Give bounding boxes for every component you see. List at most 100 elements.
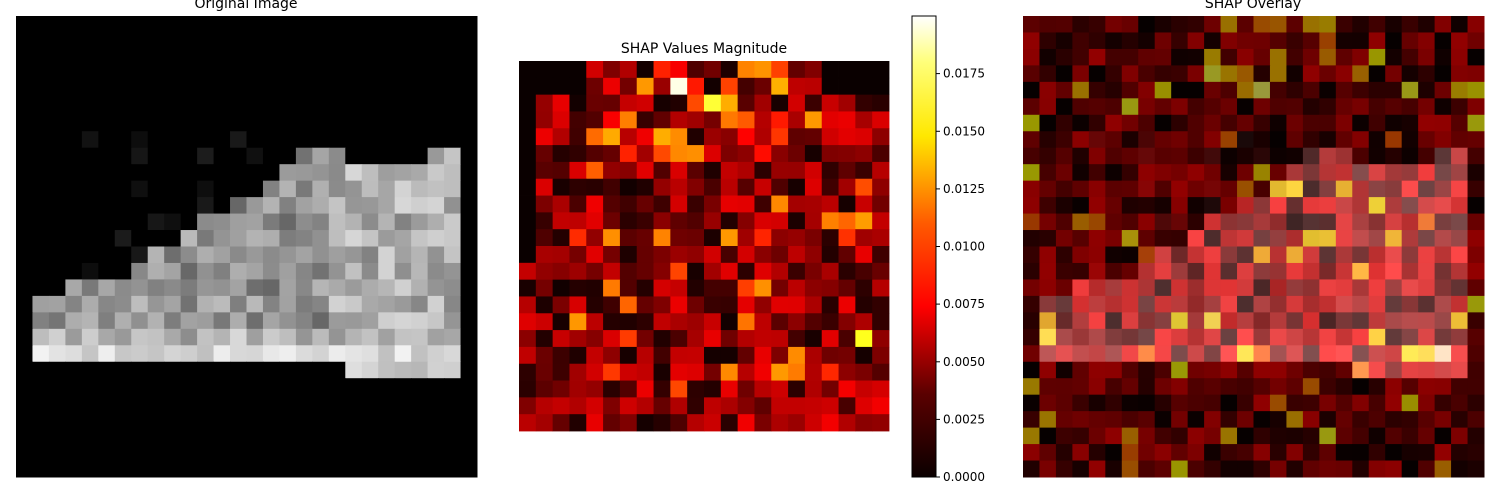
- pixel: [378, 98, 396, 116]
- pixel: [444, 197, 462, 215]
- overlay-pixel: [1467, 427, 1485, 445]
- pixel: [230, 246, 247, 264]
- pixel: [147, 131, 165, 149]
- overlay-pixel: [1319, 65, 1337, 83]
- pixel: [246, 295, 264, 313]
- overlay-pixel: [1237, 16, 1254, 33]
- heatmap-cell: [720, 296, 739, 314]
- overlay-pixel: [1220, 65, 1238, 83]
- overlay-pixel: [1204, 444, 1222, 462]
- overlay-pixel: [1138, 328, 1156, 346]
- overlay-pixel: [1088, 213, 1106, 231]
- pixel: [197, 81, 215, 99]
- pixel: [114, 246, 132, 264]
- overlay-pixel: [1302, 197, 1320, 215]
- pixel: [246, 48, 264, 66]
- pixel: [48, 81, 66, 99]
- pixel: [213, 98, 231, 116]
- heatmap-cell: [855, 313, 873, 331]
- overlay-pixel: [1171, 81, 1189, 99]
- pixel: [444, 81, 462, 99]
- overlay-pixel: [1302, 164, 1320, 182]
- overlay-pixel: [1434, 164, 1452, 182]
- pixel: [81, 394, 99, 412]
- overlay-pixel: [1352, 394, 1370, 412]
- overlay-pixel: [1237, 460, 1254, 478]
- pixel: [279, 81, 297, 99]
- overlay-pixel: [1138, 81, 1156, 99]
- pixel: [65, 213, 83, 231]
- heatmap-cell: [771, 195, 789, 213]
- overlay-pixel: [1023, 32, 1040, 50]
- overlay-pixel: [1434, 98, 1452, 116]
- pixel: [164, 427, 182, 445]
- heatmap-cell: [804, 313, 823, 331]
- pixel: [328, 279, 346, 297]
- heatmap-cell: [519, 246, 537, 264]
- pixel: [197, 295, 215, 313]
- pixel: [16, 81, 33, 99]
- overlay-pixel: [1401, 312, 1419, 330]
- overlay-pixel: [1121, 131, 1139, 149]
- pixel: [444, 180, 462, 198]
- heatmap-cell: [704, 279, 722, 297]
- heatmap-cell: [737, 94, 755, 112]
- colorbar-tick-label: 0.0000: [943, 470, 985, 484]
- pixel: [32, 197, 50, 215]
- overlay-pixel: [1055, 114, 1073, 132]
- overlay-pixel: [1039, 411, 1057, 429]
- pixel: [345, 361, 363, 379]
- pixel: [246, 361, 264, 379]
- overlay-pixel: [1187, 427, 1205, 445]
- pixel: [114, 378, 132, 396]
- overlay-pixel: [1171, 328, 1189, 346]
- overlay-pixel: [1302, 147, 1320, 165]
- pixel: [197, 98, 215, 116]
- pixel: [262, 180, 280, 198]
- pixel: [361, 411, 379, 429]
- heatmap-cell: [670, 161, 688, 180]
- overlay-pixel: [1237, 394, 1254, 412]
- heatmap-cell: [519, 212, 537, 230]
- heatmap-cell: [720, 111, 739, 129]
- overlay-pixel: [1385, 460, 1403, 478]
- heatmap-cell: [586, 363, 604, 381]
- heatmap-cell: [586, 380, 604, 398]
- heatmap-cell: [687, 195, 705, 213]
- overlay-pixel: [1335, 32, 1353, 50]
- overlay-pixel: [1023, 328, 1040, 346]
- overlay-pixel: [1039, 394, 1057, 412]
- overlay-pixel: [1055, 48, 1073, 66]
- overlay-pixel: [1204, 81, 1222, 99]
- overlay-pixel: [1121, 230, 1139, 247]
- pixel: [98, 81, 116, 99]
- heatmap-cell: [872, 414, 890, 432]
- overlay-pixel: [1451, 213, 1469, 231]
- pixel: [345, 262, 363, 280]
- overlay-pixel: [1385, 65, 1403, 83]
- overlay-pixel: [1418, 32, 1436, 50]
- pixel: [81, 114, 99, 132]
- pixel: [262, 98, 280, 116]
- overlay-pixel: [1055, 16, 1073, 33]
- overlay-pixel: [1121, 16, 1139, 33]
- pixel: [361, 279, 379, 297]
- heatmap-cell: [687, 262, 705, 281]
- heatmap-cell: [855, 178, 873, 196]
- pixel: [460, 114, 478, 132]
- heatmap-cell: [653, 296, 671, 314]
- heatmap-cell: [569, 229, 587, 247]
- heatmap-cell: [687, 128, 705, 146]
- pixel: [378, 114, 396, 132]
- pixel: [378, 411, 396, 429]
- overlay-pixel: [1154, 444, 1172, 462]
- overlay-pixel: [1187, 180, 1205, 198]
- pixel: [65, 411, 83, 429]
- pixel: [114, 328, 132, 346]
- pixel: [328, 147, 346, 165]
- heatmap-cell: [535, 330, 554, 348]
- pixel: [411, 213, 429, 231]
- overlay-pixel: [1434, 197, 1452, 215]
- pixel: [427, 262, 445, 280]
- heatmap-cell: [720, 363, 739, 381]
